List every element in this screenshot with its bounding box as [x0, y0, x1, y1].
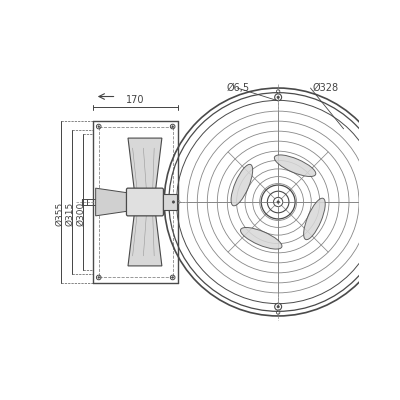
- Circle shape: [172, 277, 174, 278]
- Circle shape: [98, 126, 100, 127]
- Text: Ø6,5: Ø6,5: [226, 83, 250, 93]
- Circle shape: [172, 126, 174, 127]
- FancyBboxPatch shape: [126, 188, 164, 216]
- Circle shape: [277, 201, 279, 203]
- Circle shape: [277, 96, 279, 98]
- Text: Ø355: Ø355: [55, 202, 64, 226]
- Polygon shape: [128, 215, 162, 266]
- Ellipse shape: [274, 155, 316, 176]
- Text: Ø315: Ø315: [66, 202, 75, 226]
- Bar: [163, 194, 176, 210]
- Text: Ø328: Ø328: [313, 83, 339, 93]
- Polygon shape: [128, 138, 162, 189]
- Circle shape: [98, 277, 100, 278]
- Text: 170: 170: [126, 95, 145, 105]
- Ellipse shape: [240, 228, 282, 249]
- Ellipse shape: [304, 198, 325, 240]
- Circle shape: [382, 201, 384, 203]
- Ellipse shape: [231, 164, 253, 206]
- Circle shape: [277, 306, 279, 308]
- Circle shape: [172, 201, 174, 203]
- Text: Ø300: Ø300: [76, 202, 86, 226]
- Polygon shape: [96, 188, 127, 216]
